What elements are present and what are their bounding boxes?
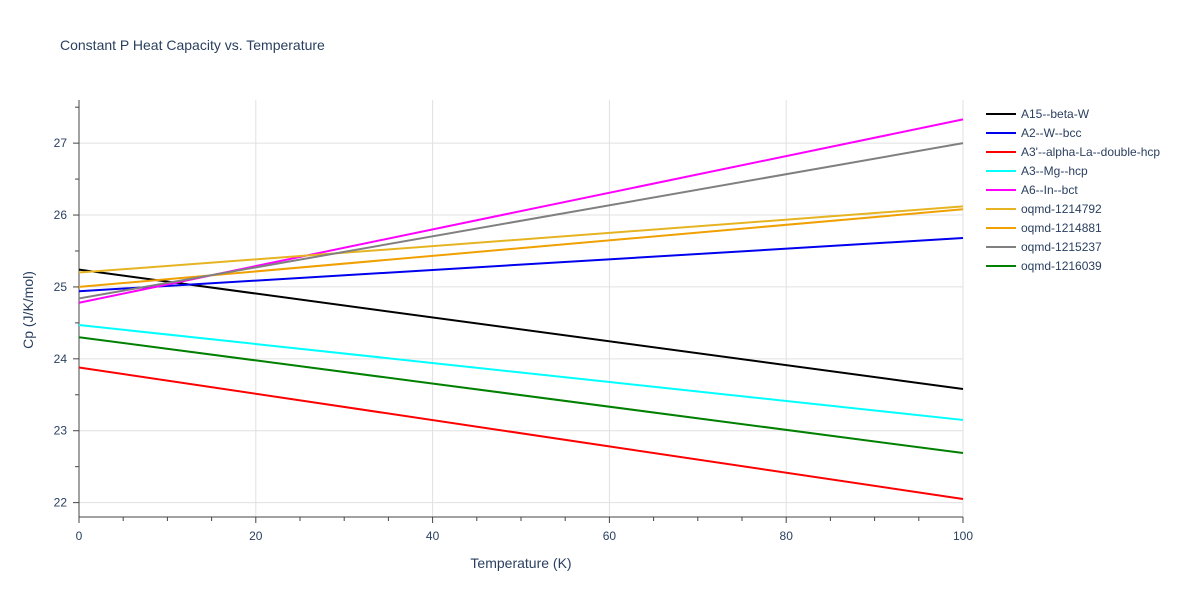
- chart-title: Constant P Heat Capacity vs. Temperature: [60, 37, 325, 53]
- series-line-oqmd-1215237[interactable]: [78, 142, 964, 300]
- series-line-A15--beta-W[interactable]: [78, 268, 964, 391]
- legend-item[interactable]: oqmd-1216039: [986, 259, 1102, 273]
- x-tick-label: 20: [249, 529, 263, 543]
- legend-item[interactable]: oqmd-1215237: [986, 240, 1102, 254]
- x-tick-label: 0: [76, 529, 83, 543]
- x-axis-title: Temperature (K): [470, 555, 571, 571]
- legend-item[interactable]: A6--In--bct: [986, 183, 1078, 197]
- legend-label: oqmd-1215237: [1021, 240, 1102, 254]
- y-tick-label: 27: [54, 136, 68, 150]
- legend-item[interactable]: A15--beta-W: [986, 107, 1090, 121]
- x-tick-label: 40: [426, 529, 440, 543]
- y-tick-label: 22: [54, 496, 68, 510]
- legend[interactable]: A15--beta-W A2--W--bcc A3'--alpha-La--doub…: [986, 107, 1160, 273]
- legend-label: oqmd-1214792: [1021, 202, 1102, 216]
- series-line-oqmd-1214792[interactable]: [78, 205, 964, 274]
- legend-item[interactable]: A2--W--bcc: [986, 126, 1081, 140]
- legend-label: A6--In--bct: [1021, 183, 1078, 197]
- series-line-A3--Mg--hcp[interactable]: [78, 324, 964, 421]
- grid-layer: [79, 100, 964, 517]
- x-tick-label: 60: [603, 529, 617, 543]
- legend-label: A3--Mg--hcp: [1021, 164, 1088, 178]
- series-line-oqmd-1214881[interactable]: [78, 208, 964, 288]
- x-tick-label: 80: [780, 529, 794, 543]
- x-tick-label: 100: [953, 529, 973, 543]
- legend-label: oqmd-1216039: [1021, 259, 1102, 273]
- series-line-A2--W--bcc[interactable]: [78, 237, 964, 293]
- series-line-A3'--alpha-La--double-hcp[interactable]: [78, 366, 964, 501]
- legend-item[interactable]: oqmd-1214881: [986, 221, 1102, 235]
- legend-item[interactable]: A3--Mg--hcp: [986, 164, 1088, 178]
- y-axis-title: Cp (J/K/mol): [20, 271, 36, 349]
- legend-label: A2--W--bcc: [1021, 126, 1081, 140]
- y-tick-label: 25: [54, 280, 68, 294]
- y-tick-label: 26: [54, 208, 68, 222]
- legend-label: A15--beta-W: [1021, 107, 1090, 121]
- legend-label: oqmd-1214881: [1021, 221, 1102, 235]
- series-layer: [78, 118, 964, 501]
- legend-label: A3'--alpha-La--double-hcp: [1021, 145, 1160, 159]
- y-tick-label: 24: [54, 352, 68, 366]
- legend-item[interactable]: oqmd-1214792: [986, 202, 1102, 216]
- legend-item[interactable]: A3'--alpha-La--double-hcp: [986, 145, 1160, 159]
- y-tick-label: 23: [54, 424, 68, 438]
- axes-layer: 0 20 40 60 80 100 22 23 24 25 26 27: [54, 100, 973, 543]
- series-line-oqmd-1216039[interactable]: [78, 336, 964, 455]
